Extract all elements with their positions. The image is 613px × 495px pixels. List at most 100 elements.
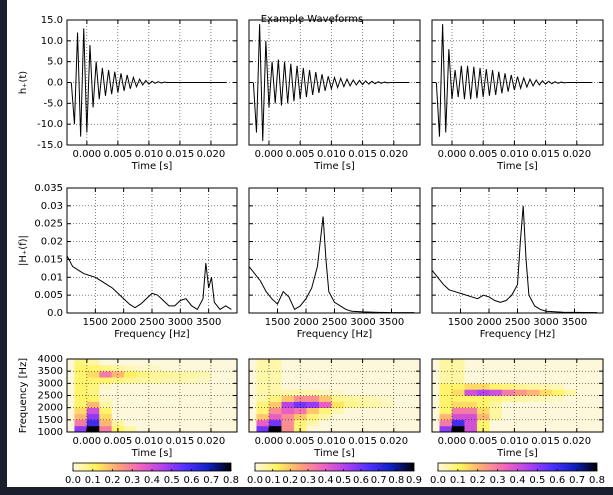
heatmap-cell <box>210 395 224 402</box>
heatmap-cell <box>223 383 237 390</box>
heatmap-cell <box>124 401 137 408</box>
heatmap-cell <box>148 389 162 396</box>
colorbar-tick-label: 0.0 <box>65 475 81 486</box>
heatmap-cell <box>136 419 150 427</box>
heatmap-cell <box>501 371 515 378</box>
heatmap-cell <box>501 425 515 432</box>
heatmap-cell <box>393 359 407 366</box>
heatmap-cell <box>99 401 112 408</box>
y-tick-label: 0.015 <box>34 254 63 265</box>
heatmap-cell <box>564 359 578 366</box>
heatmap-cell <box>124 359 137 366</box>
heatmap-cell <box>136 395 150 402</box>
y-tick-label: 0.0 <box>47 78 63 89</box>
heatmap-cell <box>576 407 590 415</box>
heatmap-cell <box>564 401 578 408</box>
heatmap-cell <box>186 389 199 396</box>
heatmap-cell <box>576 419 590 427</box>
x-tick-label: 0.005 <box>469 149 498 160</box>
x-tick-label: 0.000 <box>73 149 102 160</box>
x-tick-label: 2000 <box>293 317 318 328</box>
heatmap-cell <box>281 359 295 366</box>
heatmap-cell <box>564 425 578 432</box>
heatmap-cell <box>306 377 320 384</box>
heatmap-cell <box>74 419 88 427</box>
heatmap-cell <box>74 389 88 396</box>
heatmap-cell <box>136 383 150 390</box>
colorbar-tick-label: 0.4 <box>510 475 526 486</box>
heatmap-cell <box>381 413 395 421</box>
heatmap-cell <box>223 359 237 366</box>
heatmap-cell <box>318 377 332 384</box>
heatmap-cell <box>576 389 590 396</box>
colorbar-tick-label: 0.7 <box>203 475 219 486</box>
heatmap-cell <box>439 395 453 402</box>
heatmap-cell <box>74 425 88 432</box>
heatmap-cell <box>256 401 270 408</box>
heatmap-cell <box>331 395 345 402</box>
heatmap-cell <box>489 365 503 372</box>
heatmap-cell <box>281 383 295 390</box>
heatmap-cell <box>331 359 345 366</box>
heatmap-cell <box>464 365 478 372</box>
heatmap-cell <box>186 401 199 408</box>
heatmap-cell <box>136 371 150 378</box>
heatmap-cell <box>161 389 175 396</box>
heatmap-cell <box>268 365 282 372</box>
heatmap-cell <box>268 383 282 390</box>
x-tick-label: 3500 <box>562 317 587 328</box>
x-axis-label: Time [s] <box>496 161 538 172</box>
x-tick-label: 0.000 <box>255 436 284 447</box>
heatmap-cell <box>331 389 345 396</box>
colorbar-tick-label: 0.7 <box>371 475 387 486</box>
heatmap-cell <box>381 395 395 402</box>
heatmap-cell <box>318 383 332 390</box>
heatmap-cell <box>136 413 150 421</box>
x-tick-label: 0.020 <box>562 149 591 160</box>
heatmap-cell <box>99 371 112 378</box>
heatmap-cell <box>501 377 515 384</box>
heatmap-cell <box>331 377 345 384</box>
x-tick-label: 3000 <box>350 317 375 328</box>
heatmap-cell <box>551 371 565 378</box>
heatmap-cell <box>381 401 395 408</box>
heatmap-cell <box>439 371 453 378</box>
heatmap-cell <box>576 395 590 402</box>
heatmap-cell <box>223 371 237 378</box>
heatmap-cell <box>136 401 150 408</box>
heatmap-cell <box>198 419 212 427</box>
heatmap-cell <box>514 413 528 421</box>
heatmap-cell <box>331 371 345 378</box>
heatmap-cell <box>198 413 212 421</box>
heatmap-cell <box>564 383 578 390</box>
heatmap-cell <box>343 395 357 402</box>
x-tick-label: 0.015 <box>348 436 377 447</box>
x-tick-label: 0.005 <box>104 149 133 160</box>
heatmap-cell <box>501 419 515 427</box>
x-tick-label: 0.020 <box>562 436 591 447</box>
x-tick-label: 3000 <box>533 317 558 328</box>
heatmap <box>439 359 603 432</box>
heatmap-cell <box>281 365 295 372</box>
heatmap-cell <box>576 413 590 421</box>
heatmap-cell <box>161 425 175 432</box>
heatmap-cell <box>514 419 528 427</box>
heatmap-cell <box>464 383 478 390</box>
heatmap-cell <box>124 389 137 396</box>
heatmap-cell <box>464 377 478 384</box>
heatmap-cell <box>489 371 503 378</box>
heatmap-cell <box>451 359 465 366</box>
heatmap-cell <box>306 413 320 421</box>
heatmap-cell <box>589 395 603 402</box>
x-tick-label: 3000 <box>168 317 193 328</box>
heatmap-cell <box>539 419 553 427</box>
heatmap-cell <box>148 419 162 427</box>
heatmap-cell <box>210 377 224 384</box>
heatmap-cell <box>99 395 112 402</box>
heatmap-cell <box>551 365 565 372</box>
heatmap-cell <box>281 413 295 421</box>
y-axis-label: Frequency [Hz] <box>18 358 29 434</box>
heatmap-cell <box>381 359 395 366</box>
heatmap-cell <box>439 383 453 390</box>
